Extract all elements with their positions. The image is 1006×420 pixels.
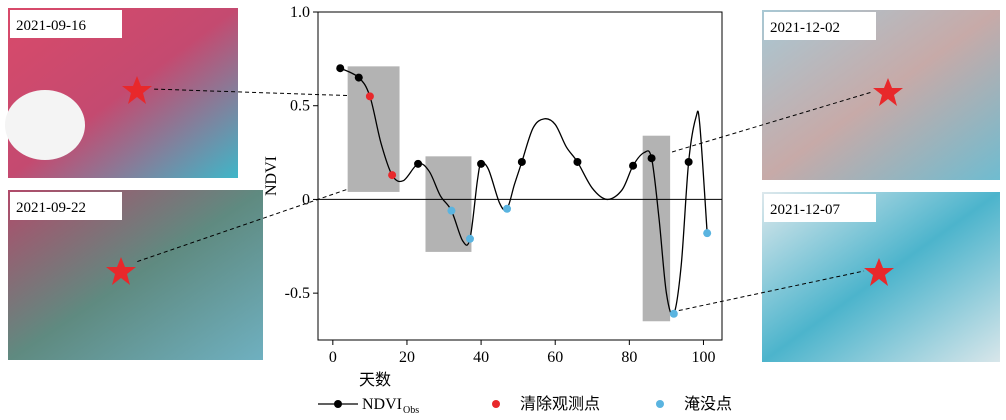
y-tick-label: 0 bbox=[302, 191, 310, 208]
x-tick-label: 20 bbox=[399, 349, 415, 366]
data-point bbox=[477, 160, 485, 168]
panel-date: 2021-09-16 bbox=[16, 18, 86, 34]
data-point bbox=[518, 158, 526, 166]
data-point bbox=[336, 64, 344, 72]
y-axis-label: NDVI bbox=[263, 156, 280, 196]
y-tick-label: 0.5 bbox=[290, 98, 310, 115]
y-tick-label: -0.5 bbox=[285, 285, 310, 302]
y-tick-label: 1.0 bbox=[290, 4, 310, 21]
data-point bbox=[629, 162, 637, 170]
x-tick-label: 80 bbox=[621, 349, 637, 366]
x-tick-label: 40 bbox=[473, 349, 489, 366]
legend-label: 淹没点 bbox=[684, 395, 732, 413]
panel-date: 2021-12-07 bbox=[770, 202, 840, 218]
panel-date: 2021-12-02 bbox=[770, 20, 840, 36]
data-point bbox=[703, 229, 711, 237]
x-tick-label: 0 bbox=[329, 349, 337, 366]
plot: 0 20 40 60 80 100 -0.5 0 0.5 1.0 bbox=[285, 4, 722, 366]
legend-subscript: Obs bbox=[403, 405, 419, 415]
x-axis-label: 天数 bbox=[359, 371, 391, 389]
data-point bbox=[366, 92, 374, 100]
legend-marker bbox=[492, 400, 500, 408]
image-panels: 2021-09-16 2021-09-22 2021-12-02 2021-12… bbox=[5, 8, 1000, 362]
highlight-box bbox=[425, 156, 471, 252]
data-point bbox=[503, 205, 511, 213]
data-point bbox=[388, 171, 396, 179]
figure: 2021-09-16 2021-09-22 2021-12-02 2021-12… bbox=[0, 0, 1006, 415]
panel-date: 2021-09-22 bbox=[16, 200, 86, 216]
data-point bbox=[447, 207, 455, 215]
data-point bbox=[670, 310, 678, 318]
x-tick-label: 100 bbox=[691, 349, 715, 366]
data-point bbox=[414, 160, 422, 168]
legend-marker bbox=[656, 400, 664, 408]
legend-label: 清除观测点 bbox=[520, 395, 600, 413]
legend-label: NDVI bbox=[362, 396, 402, 413]
data-point bbox=[355, 74, 363, 82]
legend-marker bbox=[334, 400, 342, 408]
data-point bbox=[685, 158, 693, 166]
data-point bbox=[573, 158, 581, 166]
data-point bbox=[466, 235, 474, 243]
x-tick-label: 60 bbox=[547, 349, 563, 366]
data-point bbox=[648, 154, 656, 162]
cloud bbox=[5, 90, 85, 160]
